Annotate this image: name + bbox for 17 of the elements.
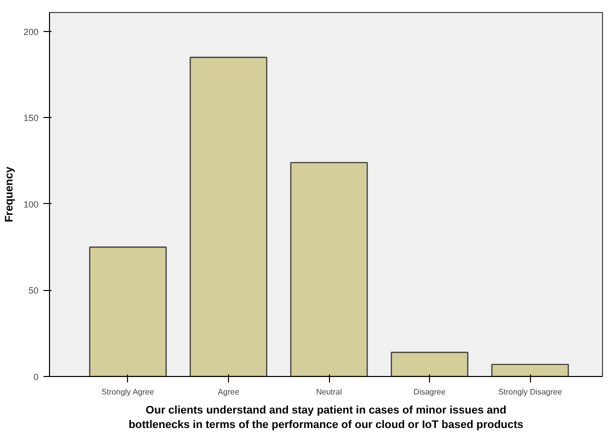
- x-tick-label: Disagree: [414, 388, 446, 396]
- x-tick-label: Agree: [218, 388, 240, 396]
- x-tick-label: Neutral: [316, 388, 342, 396]
- y-tick-label: 50: [28, 286, 39, 296]
- x-tick-label: Strongly Agree: [101, 388, 154, 396]
- y-axis-title: Frequency: [3, 166, 16, 222]
- y-tick-label: 0: [33, 372, 39, 382]
- y-tick-label: 100: [23, 199, 39, 210]
- bar: [190, 56, 268, 376]
- x-tick-label: Strongly Disagree: [498, 388, 562, 396]
- bar: [390, 352, 468, 376]
- y-tick-label: 150: [23, 113, 39, 124]
- y-tick-label: 200: [23, 26, 39, 37]
- bar: [290, 162, 368, 376]
- x-axis-title: Our clients understand and stay patient in cases of minor issues and bottlenecks in terms of the performance of our cloud or IoT based products: [128, 404, 524, 431]
- bar: [89, 246, 167, 376]
- bar: [491, 364, 569, 376]
